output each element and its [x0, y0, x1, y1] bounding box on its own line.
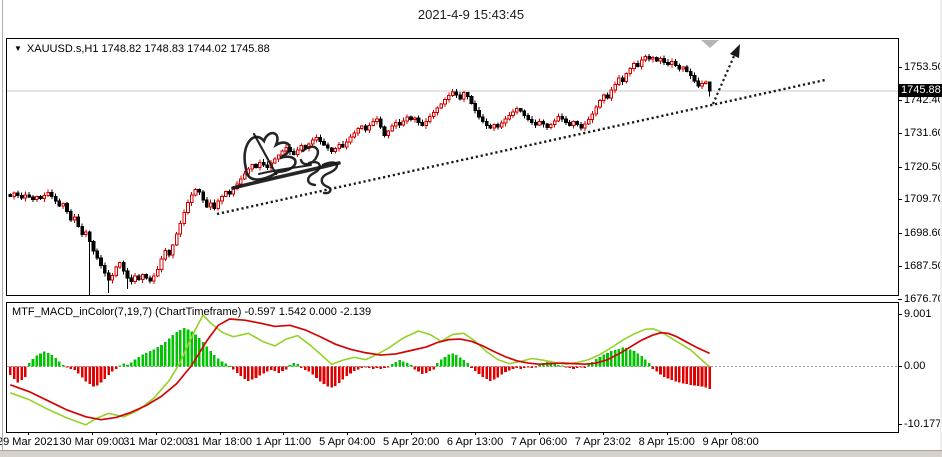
projection-arrow-line	[711, 55, 736, 105]
time-axis-label: 7 Apr 23:02	[574, 436, 631, 448]
price-axis-tick	[898, 199, 902, 201]
macd-axis-label: -10.177	[904, 417, 942, 430]
time-axis-tick	[27, 432, 29, 435]
time-axis-label: 5 Apr 20:00	[383, 436, 440, 448]
time-axis-tick	[475, 432, 477, 435]
price-axis-tick	[898, 266, 902, 268]
time-axis-label: 6 Apr 13:00	[446, 436, 504, 448]
price-chart-panel[interactable]: ▼ XAUUSD.s,H1 1748.82 1748.83 1744.02 174…	[6, 38, 899, 296]
macd-indicator-label: MTF_MACD_inColor(7,19,7) (ChartTimeframe…	[12, 306, 372, 318]
time-axis-label: 8 Apr 15:00	[638, 436, 695, 448]
window-right-edge	[940, 0, 942, 457]
macd-chart-canvas[interactable]	[7, 303, 898, 432]
time-axis-tick	[538, 432, 540, 435]
calligraphy-watermark	[299, 145, 321, 187]
time-axis-tick	[411, 432, 413, 435]
time-axis-tick	[602, 432, 604, 435]
calligraphy-watermark	[320, 161, 339, 195]
window-left-edge	[2, 0, 3, 457]
calligraphy-watermark	[252, 132, 278, 176]
calligraphy-watermark	[231, 161, 341, 190]
price-axis-label: 1731.60	[904, 127, 942, 140]
price-axis-label: 1709.70	[904, 193, 942, 206]
macd-axis-tick	[898, 423, 902, 425]
price-axis-tick	[898, 166, 902, 168]
price-axis-label: 1742.40	[904, 94, 942, 107]
screenshot-timestamp-title: 2021-4-9 15:43:45	[417, 7, 525, 22]
macd-signal-line	[10, 318, 710, 421]
time-axis-label: 1 Apr 11:00	[255, 436, 312, 448]
calligraphy-watermark	[258, 164, 312, 175]
macd-indicator-panel[interactable]: MTF_MACD_inColor(7,19,7) (ChartTimeframe…	[6, 302, 899, 433]
price-axis-tick	[898, 133, 902, 135]
current-price-tag: 1745.88	[899, 84, 942, 97]
macd-axis-label: 9.001	[904, 308, 932, 320]
macd-axis-label: 0.00	[904, 359, 926, 372]
price-axis-label: 1687.50	[904, 260, 942, 273]
time-axis-label: 7 Apr 06:00	[510, 436, 568, 448]
price-axis-tick	[898, 67, 902, 68]
time-axis-label: 5 Apr 04:00	[319, 436, 376, 448]
time-axis-tick	[155, 432, 157, 435]
price-axis-label: 1676.70	[904, 292, 942, 305]
price-axis-tick	[898, 100, 902, 102]
price-axis-label: 1720.50	[904, 160, 942, 173]
chart-shift-marker-icon	[701, 40, 719, 48]
time-axis-tick	[283, 432, 285, 435]
macd-axis-tick	[898, 365, 902, 367]
time-axis-label: 9 Apr 08:00	[702, 436, 759, 448]
time-axis-label: 30 Mar 09:00	[59, 436, 125, 448]
price-axis-tick	[898, 298, 902, 300]
symbol-ohlc-text: XAUUSD.s,H1 1748.82 1748.83 1744.02 1745…	[26, 43, 270, 55]
projection-arrow-head	[730, 44, 740, 58]
time-axis-tick	[730, 432, 732, 435]
time-axis-label: 29 Mar 2021	[0, 436, 59, 448]
time-axis-tick	[91, 432, 93, 435]
macd-line	[10, 314, 711, 426]
time-axis-tick	[219, 432, 221, 435]
candlestick-chart-canvas[interactable]	[7, 39, 898, 295]
time-axis-tick	[666, 432, 668, 435]
time-axis-label: 31 Mar 18:00	[187, 436, 252, 448]
macd-axis-tick	[898, 314, 902, 315]
price-axis-label: 1753.50	[904, 61, 942, 73]
time-axis-tick	[347, 432, 349, 435]
price-axis-label: 1698.60	[904, 226, 942, 239]
dotted-trendline	[216, 78, 826, 216]
chevron-down-icon: ▼	[14, 44, 22, 53]
time-axis-label: 31 Mar 02:00	[123, 436, 189, 448]
price-axis-tick	[898, 232, 902, 234]
window-bottom-strip	[0, 450, 942, 457]
symbol-ohlc-header: ▼ XAUUSD.s,H1 1748.82 1748.83 1744.02 174…	[14, 43, 270, 55]
calligraphy-watermark	[243, 131, 297, 181]
